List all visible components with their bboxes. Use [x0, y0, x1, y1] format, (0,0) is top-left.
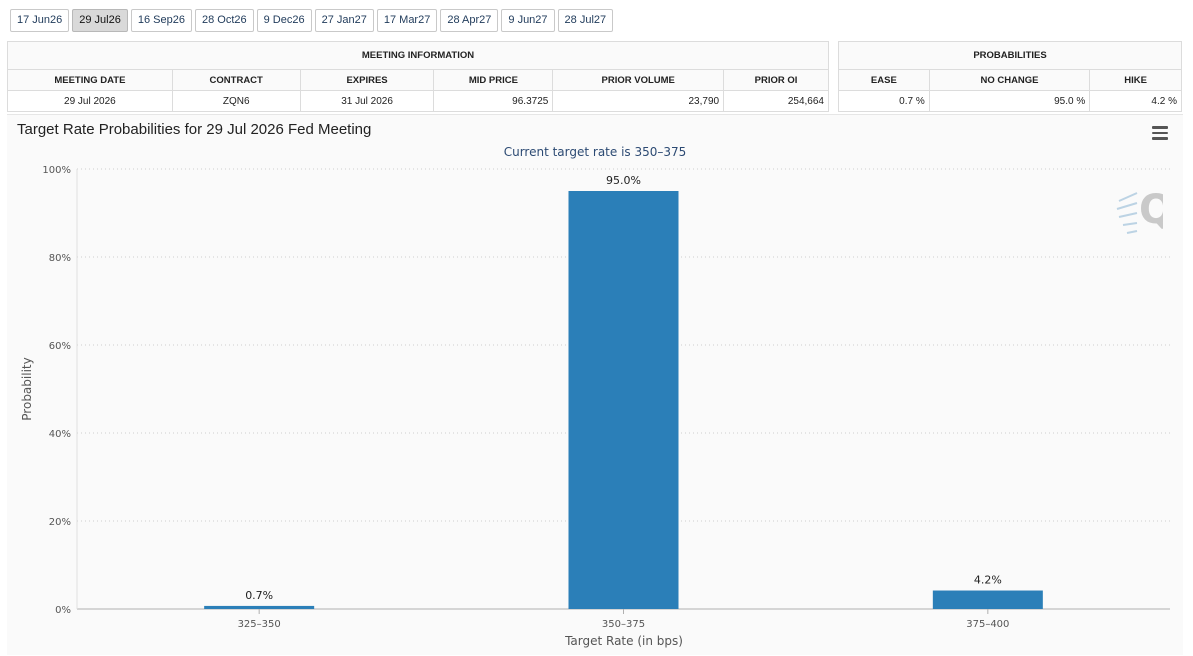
svg-text:Q: Q	[1139, 187, 1163, 233]
y-tick-label: 40%	[49, 429, 71, 440]
column-prior-oi: PRIOR OI	[723, 69, 829, 91]
probabilities-header: PROBABILITIES	[838, 41, 1182, 70]
bar-1[interactable]	[204, 605, 315, 609]
meeting-date-tabs: 17 Jun26 29 Jul26 16 Sep26 28 Oct26 9 Dec26 2…	[10, 9, 616, 32]
contract-value: ZQN6	[171, 90, 301, 112]
ease-value: 0.7 %	[838, 90, 930, 112]
tab-9-jun27[interactable]: 9 Jun27	[501, 9, 555, 32]
x-tick-label: 325–350	[238, 619, 281, 630]
column-meeting-date: MEETING DATE	[7, 69, 173, 91]
chart-subtitle: Current target rate is 350–375	[504, 145, 687, 159]
logo-watermark-icon: Q	[1116, 187, 1163, 234]
tab-17-jun26[interactable]: 17 Jun26	[10, 9, 70, 32]
meeting-information-table: MEETING INFORMATION MEETING DATE CONTRAC…	[7, 41, 829, 112]
table-row: 0.7 % 95.0 % 4.2 %	[838, 90, 1182, 112]
expires-value: 31 Jul 2026	[299, 90, 435, 112]
y-tick-label: 0%	[55, 605, 71, 616]
prior-oi-value: 254,664	[723, 90, 829, 112]
y-tick-label: 80%	[49, 253, 71, 264]
meeting-information-header: MEETING INFORMATION	[7, 41, 829, 70]
tab-16-sep26[interactable]: 16 Sep26	[130, 9, 192, 32]
bar-chart: Current target rate is 350–375 0% 20% 40% 60…	[20, 145, 1170, 648]
y-axis-label: Probability	[20, 357, 34, 420]
mid-price-value: 96.3725	[433, 90, 554, 112]
hike-value: 4.2 %	[1089, 90, 1182, 112]
tab-29-jul26[interactable]: 29 Jul26	[72, 9, 128, 32]
column-prior-volume: PRIOR VOLUME	[552, 69, 725, 91]
probabilities-table: PROBABILITIES EASE NO CHANGE HIKE 0.7 % …	[838, 41, 1182, 112]
menu-icon[interactable]	[1152, 126, 1168, 140]
column-mid-price: MID PRICE	[433, 69, 554, 91]
tab-9-dec26[interactable]: 9 Dec26	[256, 9, 312, 32]
chart-panel: Current target rate is 350–375 0% 20% 40% 60…	[7, 114, 1183, 655]
table-row: 29 Jul 2026 ZQN6 31 Jul 2026 96.3725 23,…	[7, 90, 829, 112]
x-tick-label: 375–400	[966, 619, 1009, 630]
x-axis-label: Target Rate (in bps)	[564, 634, 683, 648]
x-tick-label: 350–375	[602, 619, 645, 630]
bar-3[interactable]	[932, 590, 1043, 609]
column-hike: HIKE	[1089, 69, 1182, 91]
column-expires: EXPIRES	[299, 69, 435, 91]
bar-data-label: 95.0%	[606, 174, 641, 187]
y-tick-label: 100%	[42, 165, 71, 176]
bar-data-label: 0.7%	[245, 589, 273, 602]
no-change-value: 95.0 %	[928, 90, 1091, 112]
tab-27-jan27[interactable]: 27 Jan27	[314, 9, 374, 32]
tab-28-oct26[interactable]: 28 Oct26	[194, 9, 254, 32]
tab-28-jul27[interactable]: 28 Jul27	[557, 9, 614, 32]
tab-28-apr27[interactable]: 28 Apr27	[440, 9, 499, 32]
prior-volume-value: 23,790	[552, 90, 725, 112]
y-tick-label: 60%	[49, 341, 71, 352]
column-ease: EASE	[838, 69, 930, 91]
y-tick-label: 20%	[49, 517, 71, 528]
chart-title: Target Rate Probabilities for 29 Jul 202…	[17, 121, 372, 138]
meeting-date-value: 29 Jul 2026	[7, 90, 173, 112]
column-no-change: NO CHANGE	[928, 69, 1091, 91]
bar-2[interactable]	[568, 191, 679, 609]
tab-17-mar27[interactable]: 17 Mar27	[376, 9, 438, 32]
bar-data-label: 4.2%	[974, 574, 1002, 587]
column-contract: CONTRACT	[171, 69, 301, 91]
